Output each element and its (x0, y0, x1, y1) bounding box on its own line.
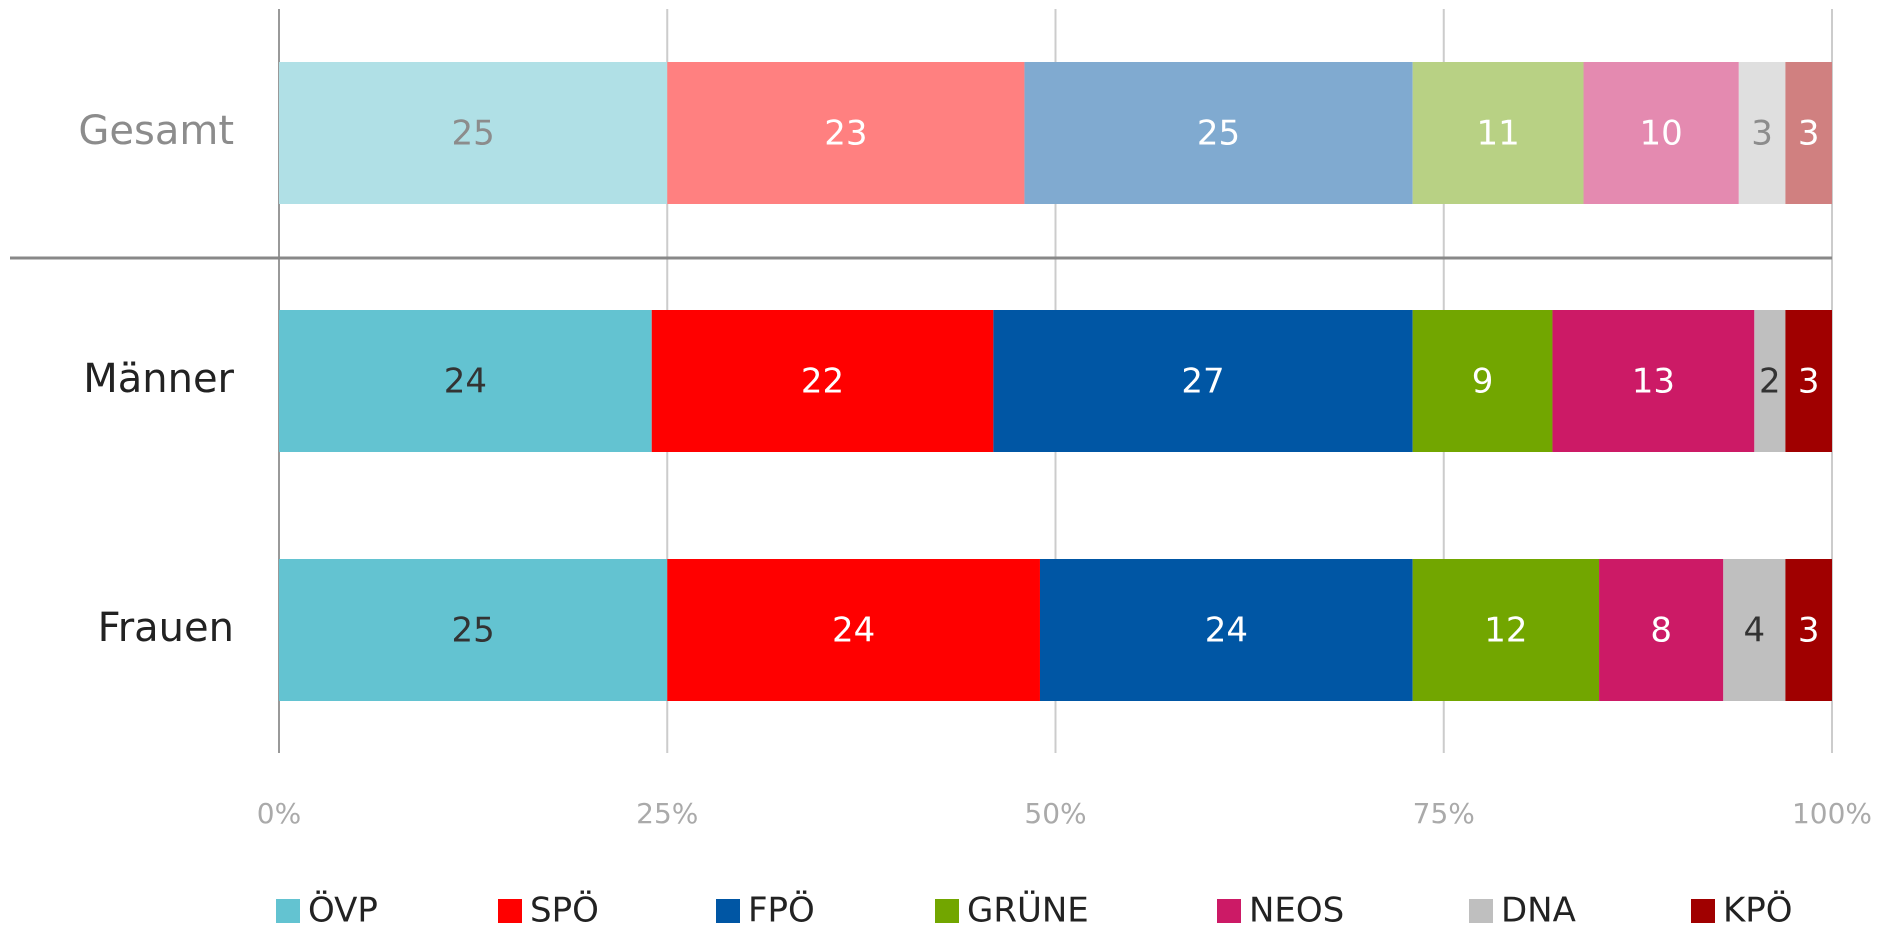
bar-segment (1738, 62, 1786, 204)
bar-segment (1583, 62, 1739, 204)
value-label: 25 (451, 611, 494, 651)
bar-segment (1024, 62, 1413, 204)
value-label: 2 (1759, 362, 1781, 402)
value-label: 25 (451, 114, 494, 154)
value-label: 3 (1751, 114, 1773, 154)
value-label: 3 (1798, 611, 1820, 651)
value-label: 25 (1197, 114, 1240, 154)
value-label: 13 (1632, 362, 1675, 402)
bar-segment (279, 559, 668, 701)
bar-segment (993, 310, 1413, 452)
legend-swatch (1217, 899, 1241, 923)
legend-swatch (1691, 899, 1715, 923)
legend-swatch (1469, 899, 1493, 923)
value-label: 4 (1744, 611, 1766, 651)
x-tick-label: 75% (1413, 797, 1475, 830)
bar-segment (1785, 310, 1832, 452)
legend-label: KPÖ (1723, 890, 1793, 931)
x-tick-label: 50% (1024, 797, 1086, 830)
legend-swatch (716, 899, 740, 923)
value-label: 11 (1476, 114, 1519, 154)
value-label: 24 (832, 611, 875, 651)
legend-label: SPÖ (530, 890, 599, 931)
x-tick-label: 100% (1792, 797, 1872, 830)
bar-segment (1552, 310, 1755, 452)
value-label: 3 (1798, 362, 1820, 402)
legend-label: FPÖ (748, 890, 815, 931)
value-label: 23 (824, 114, 867, 154)
legend-label: GRÜNE (967, 890, 1089, 931)
value-label: 9 (1472, 362, 1494, 402)
value-label: 27 (1181, 362, 1224, 402)
category-label: Männer (83, 356, 234, 402)
value-label: 12 (1484, 611, 1527, 651)
value-label: 24 (1205, 611, 1248, 651)
category-label: Gesamt (78, 108, 234, 154)
bar-segment (1785, 62, 1832, 204)
legend-label: ÖVP (308, 890, 378, 931)
bar-segment (1599, 559, 1724, 701)
bar-segment (667, 62, 1025, 204)
value-label: 24 (444, 362, 487, 402)
value-label: 3 (1798, 114, 1820, 154)
value-label: 10 (1640, 114, 1683, 154)
bar-segment (1412, 559, 1600, 701)
category-label: Frauen (98, 605, 234, 651)
bar-segment (1723, 559, 1786, 701)
legend-swatch (498, 899, 522, 923)
bar-segment (1785, 559, 1832, 701)
value-label: 22 (801, 362, 844, 402)
legend-swatch (935, 899, 959, 923)
bar-segment (279, 62, 668, 204)
x-tick-label: 25% (636, 797, 698, 830)
bar-segment (1412, 62, 1584, 204)
legend-label: NEOS (1249, 891, 1344, 931)
legend-label: DNA (1501, 891, 1576, 931)
bar-segment (1754, 310, 1786, 452)
value-label: 8 (1650, 611, 1672, 651)
bar-segment (667, 559, 1040, 701)
bar-segment (1039, 559, 1413, 701)
bar-segment (1412, 310, 1553, 452)
x-tick-label: 0% (257, 797, 301, 830)
legend-swatch (276, 899, 300, 923)
bar-segment (279, 310, 652, 452)
bar-segment (651, 310, 994, 452)
